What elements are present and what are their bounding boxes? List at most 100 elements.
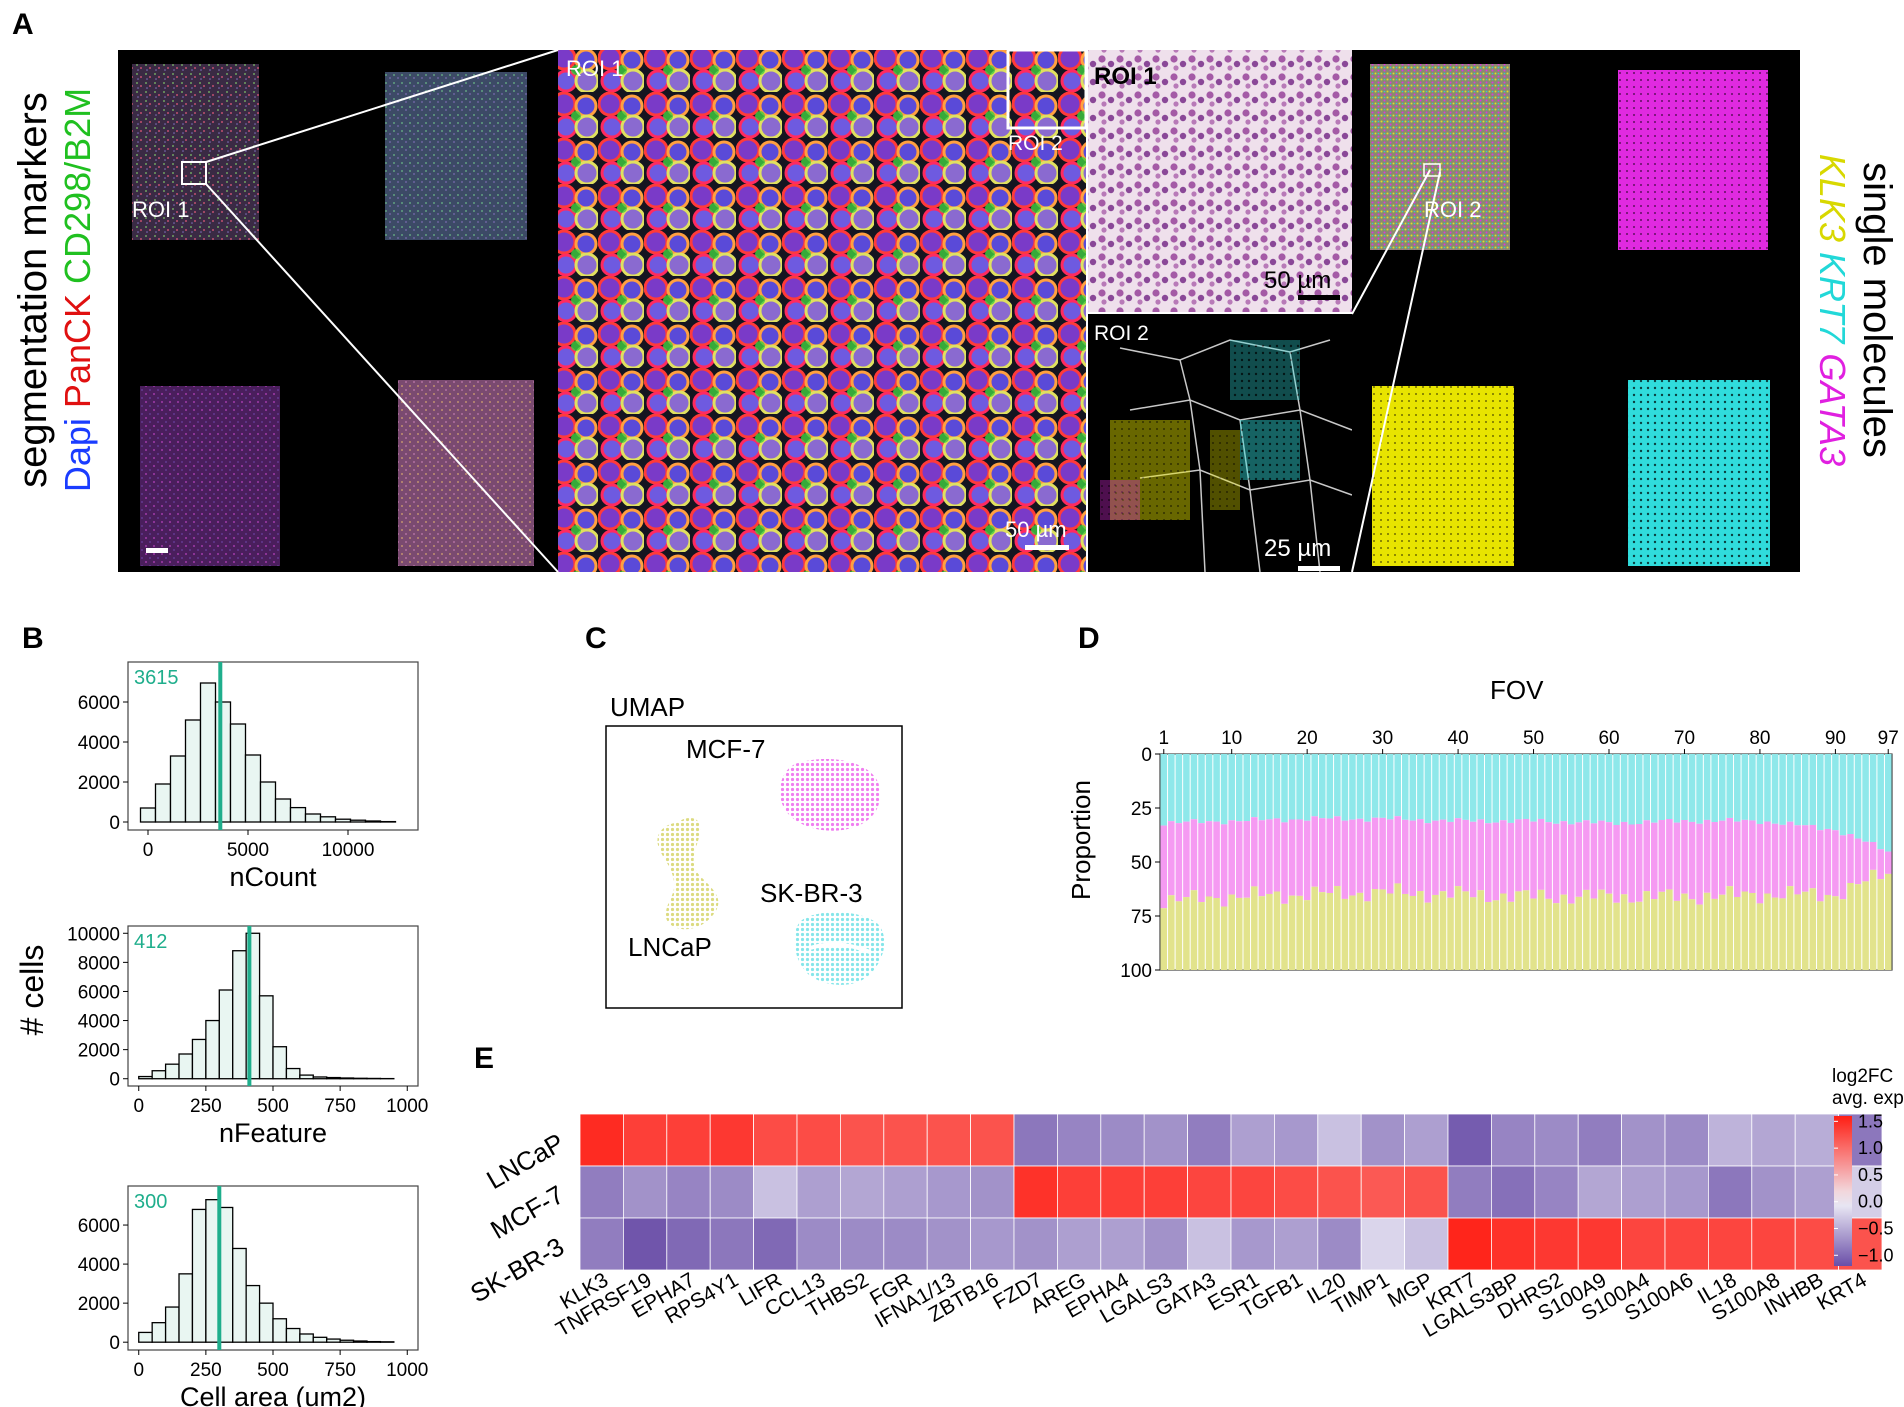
hist-bar: [232, 950, 247, 1080]
fov-bar: [1243, 754, 1251, 970]
hist-ytick: 6000: [78, 693, 120, 714]
hist-bar: [274, 798, 292, 823]
fov-bar: [1364, 754, 1371, 970]
fov-bar: [1749, 754, 1756, 970]
heatmap-cell: [1187, 1113, 1232, 1167]
fov-bar: [1884, 754, 1892, 970]
heatmap-cell: [1057, 1113, 1102, 1167]
fov-bar: [1696, 754, 1703, 970]
fov-bar: [1334, 754, 1341, 970]
heatmap-cell: [1794, 1165, 1839, 1219]
hist-bar: [339, 1077, 355, 1080]
heatmap-cell: [753, 1113, 798, 1167]
hist-bar: [151, 1322, 167, 1343]
median-label: 3615: [134, 667, 179, 689]
fov-bar: [1718, 754, 1726, 970]
heatmap-cell: [1057, 1217, 1102, 1271]
fov-xtick: 90: [1825, 728, 1846, 749]
heatmap-cell: [970, 1165, 1015, 1219]
fov-bar: [1258, 754, 1266, 970]
hist-bar: [199, 682, 217, 823]
heatmap-cell: [622, 1165, 668, 1219]
heatmap-cell: [1317, 1165, 1362, 1219]
hist-bar: [205, 1019, 220, 1080]
fov-bar: [1862, 754, 1869, 970]
heatmap-cell: [1794, 1113, 1839, 1167]
panel-a-image: ROI 1 ROI 1 ROI 2 50 µm ROI 1 50 µm ROI …: [118, 48, 1800, 573]
hist-ytick: 10000: [67, 924, 120, 945]
hist-bar: [349, 819, 367, 823]
hist-xtick: 0: [143, 840, 154, 861]
fov-bar: [1371, 754, 1379, 970]
heatmap-cell: [1664, 1217, 1709, 1271]
histogram-cell-area-um2-: 300 0 250 500 750 1000 0 2000 4000 6000 Cell area …: [78, 1185, 428, 1407]
heatmap-cell: [1013, 1217, 1058, 1271]
heatmap-cell: [1100, 1165, 1145, 1219]
hist-bar: [138, 1331, 153, 1343]
colorbar-tick: −0.5: [1858, 1219, 1894, 1239]
hist-bar: [139, 807, 157, 823]
heatmap-cell: [970, 1217, 1015, 1271]
heatmap-cell: [1274, 1113, 1319, 1167]
fov-bar: [1500, 754, 1507, 970]
fov-bar: [1869, 754, 1877, 970]
hist-bar: [245, 1284, 261, 1343]
fov-bar: [1681, 754, 1688, 970]
fov-bar: [1779, 754, 1786, 970]
fov-bar: [1575, 754, 1583, 970]
heatmap-cell: [709, 1113, 754, 1167]
hist-bar: [164, 1063, 180, 1080]
fov-ytick: 0: [1141, 745, 1152, 766]
heatmap-cell: [1621, 1165, 1666, 1219]
colorbar-tick: 1.0: [1858, 1138, 1883, 1158]
heatmap-cell: [1274, 1217, 1319, 1271]
fov-bar: [1288, 754, 1296, 970]
heatmap-cell: [622, 1113, 668, 1167]
umap-label-lncap: LNCaP: [628, 932, 712, 962]
fov-bar: [1824, 754, 1832, 970]
heatmap-col-label: KRT4: [1813, 1268, 1871, 1315]
heatmap-cell: [839, 1113, 885, 1167]
fov-bar: [1590, 754, 1598, 970]
heatmap-cell: [1230, 1217, 1275, 1271]
heatmap-cell: [926, 1113, 972, 1167]
fov-bar: [1583, 754, 1590, 970]
hist-bar: [312, 1076, 328, 1080]
fov-bar: [1786, 754, 1794, 970]
fov-xtick: 10: [1221, 728, 1242, 749]
fov-bar: [1568, 754, 1575, 970]
fov-bar: [1281, 754, 1288, 970]
fov-bar: [1296, 754, 1303, 970]
hist-xtick: 250: [190, 1360, 222, 1381]
panel-letter-a: A: [12, 8, 34, 41]
fov-bar: [1273, 754, 1281, 970]
fov-xtick: 80: [1749, 728, 1770, 749]
fov-bar: [1598, 754, 1605, 970]
colorbar-tick: 1.5: [1858, 1111, 1883, 1131]
fov-bar: [1477, 754, 1484, 970]
heatmap-cell: [1664, 1113, 1709, 1167]
hist-bar: [244, 754, 262, 823]
fov-xtick: 60: [1598, 728, 1619, 749]
heatmap-cell: [1013, 1165, 1058, 1219]
fov-bar: [1809, 754, 1817, 970]
fov-bar: [1409, 754, 1417, 970]
fov-bar: [1183, 754, 1190, 970]
hist-ytick: 6000: [78, 982, 120, 1003]
heatmap-cell: [1534, 1113, 1579, 1167]
hist-ytick: 4000: [78, 1012, 120, 1033]
heatmap-cell: [1534, 1165, 1579, 1219]
fov-bar: [1266, 754, 1273, 970]
fov-bar: [1756, 754, 1764, 970]
umap-label-skbr3: SK-BR-3: [760, 878, 863, 908]
fov-bar: [1401, 754, 1409, 970]
fov-bar: [1711, 754, 1718, 970]
umap-cluster-lncap: [657, 818, 719, 930]
fov-bar: [1251, 754, 1258, 970]
heatmap-cell: [1187, 1217, 1232, 1271]
fov-bar: [1432, 754, 1439, 970]
hist-xtick: 750: [324, 1096, 356, 1117]
hist-xtick: 500: [257, 1096, 289, 1117]
heatmap-cell: [1447, 1113, 1492, 1167]
